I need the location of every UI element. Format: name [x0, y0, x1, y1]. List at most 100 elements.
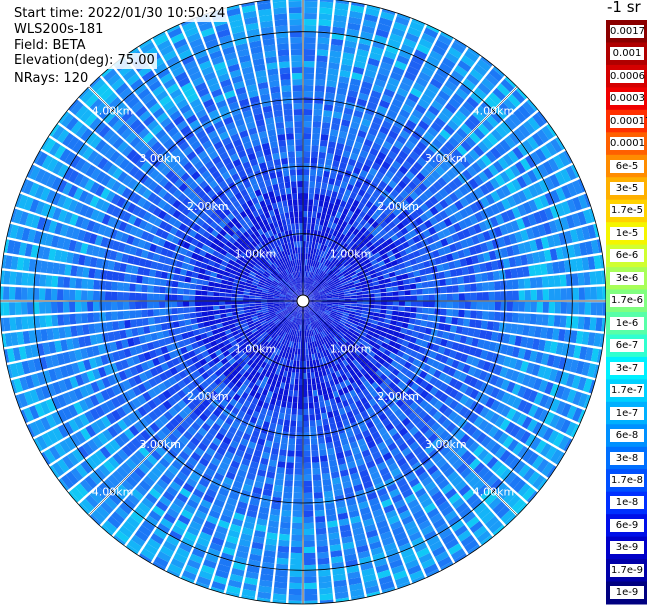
range-gate-cell	[244, 386, 252, 395]
range-gate-cell	[152, 235, 161, 245]
range-gate-cell	[303, 462, 312, 469]
range-gate-cell	[387, 38, 401, 49]
range-gate-cell	[452, 414, 463, 425]
range-gate-cell	[238, 313, 245, 318]
range-gate-cell	[319, 0, 334, 3]
range-gate-cell	[498, 269, 506, 280]
range-gate-cell	[314, 91, 325, 98]
range-gate-cell	[266, 434, 274, 442]
range-gate-cell	[293, 354, 298, 361]
range-gate-cell	[255, 274, 262, 279]
range-gate-cell	[179, 487, 192, 498]
range-gate-cell	[429, 78, 443, 90]
range-gate-cell	[329, 283, 335, 288]
range-gate-cell	[197, 366, 206, 375]
range-gate-cell	[357, 130, 367, 139]
range-gate-cell	[291, 316, 295, 323]
range-gate-cell	[94, 486, 108, 500]
range-gate-cell	[273, 587, 287, 595]
range-gate-cell	[426, 507, 440, 519]
range-gate-cell	[437, 500, 451, 512]
range-gate-cell	[350, 290, 357, 294]
range-gate-cell	[358, 556, 372, 565]
range-gate-cell	[439, 279, 447, 286]
range-gate-cell	[435, 457, 447, 469]
range-gate-cell	[374, 293, 381, 297]
range-gate-cell	[278, 539, 290, 547]
range-gate-cell	[479, 329, 487, 339]
range-gate-cell	[493, 364, 503, 376]
range-gate-cell	[256, 286, 263, 290]
range-gate-cell	[100, 415, 112, 428]
range-gate-cell	[142, 458, 154, 470]
range-gate-cell	[278, 533, 290, 541]
range-gate-cell	[344, 245, 351, 252]
range-gate-cell	[209, 381, 218, 390]
range-gate-cell	[359, 218, 367, 227]
range-gate-cell	[464, 539, 479, 552]
range-gate-cell	[445, 316, 453, 324]
range-gate-cell	[459, 83, 473, 96]
range-gate-cell	[231, 301, 238, 305]
range-gate-cell	[341, 475, 351, 483]
range-gate-cell	[396, 135, 407, 145]
range-gate-cell	[342, 208, 349, 216]
range-gate-cell	[303, 247, 306, 254]
range-gate-cell	[578, 302, 585, 315]
range-gate-cell	[587, 256, 596, 270]
range-gate-cell	[457, 173, 468, 184]
range-gate-cell	[298, 318, 301, 325]
range-gate-cell	[29, 389, 40, 404]
range-gate-cell	[347, 247, 354, 255]
range-gate-cell	[355, 194, 363, 202]
range-gate-cell	[459, 506, 473, 519]
range-gate-cell	[237, 310, 245, 315]
range-gate-cell	[227, 365, 235, 373]
range-gate-cell	[375, 256, 383, 263]
range-gate-cell	[426, 83, 440, 95]
range-gate-cell	[140, 548, 155, 561]
range-gate-cell	[308, 302, 315, 305]
range-gate-cell	[332, 229, 339, 237]
range-gate-cell	[326, 233, 332, 241]
range-gate-cell	[332, 434, 340, 442]
range-gate-cell	[373, 34, 388, 44]
range-gate-cell	[196, 241, 204, 249]
range-gate-cell	[243, 356, 251, 364]
range-gate-cell	[306, 277, 310, 284]
range-gate-cell	[304, 277, 306, 284]
range-gate-cell	[235, 324, 243, 330]
range-gate-cell	[349, 361, 356, 369]
range-gate-cell	[343, 312, 350, 316]
range-gate-cell	[476, 105, 489, 118]
range-gate-cell	[375, 224, 383, 233]
range-gate-cell	[94, 235, 103, 246]
range-gate-cell	[349, 271, 357, 277]
range-gate-cell	[267, 344, 274, 352]
range-gate-cell	[331, 274, 337, 280]
range-gate-cell	[359, 469, 369, 478]
range-gate-cell	[492, 524, 505, 536]
range-gate-cell	[262, 402, 270, 410]
range-gate-cell	[131, 488, 144, 501]
range-gate-cell	[4, 332, 13, 347]
range-gate-cell	[343, 46, 356, 55]
range-gate-cell	[80, 218, 90, 230]
range-gate-cell	[331, 310, 338, 314]
range-gate-cell	[65, 471, 79, 486]
range-gate-cell	[240, 405, 249, 413]
range-gate-cell	[277, 336, 282, 343]
range-gate-cell	[444, 450, 456, 461]
range-gate-cell	[421, 281, 429, 288]
range-gate-cell	[180, 247, 188, 256]
range-gate-cell	[439, 430, 450, 441]
range-gate-cell	[112, 422, 123, 435]
range-gate-cell	[133, 217, 143, 228]
range-gate-cell	[285, 298, 292, 300]
range-gate-cell	[361, 350, 369, 357]
range-gate-cell	[45, 174, 57, 188]
range-gate-cell	[255, 291, 262, 295]
range-gate-cell	[249, 303, 256, 307]
range-gate-cell	[100, 402, 111, 415]
range-gate-cell	[248, 274, 255, 279]
